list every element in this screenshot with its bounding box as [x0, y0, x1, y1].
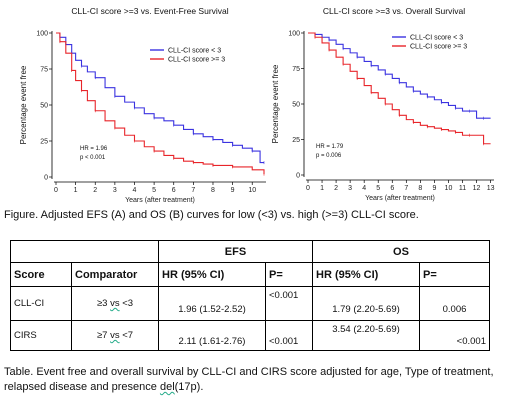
series-line-0 [56, 32, 264, 164]
header-score: Score [10, 262, 72, 287]
x-axis-label: Years (after treatment) [365, 195, 435, 202]
x-tick-label: 7 [404, 185, 408, 192]
cell-comparator: ≥7 vs <7 [71, 320, 159, 351]
cell-efs-p: <0.001 [265, 286, 313, 321]
os-chart-svg: CLL-CI score >=3 vs. Overall Survival025… [272, 6, 495, 202]
x-axis-label: Years (after treatment) [125, 197, 195, 204]
comparator-b: <3 [119, 298, 134, 309]
os-chart: CLL-CI score >=3 vs. Overall Survival 0 25… [272, 0, 506, 205]
table-header-row: Score Comparator HR (95% CI) P= HR (95% … [10, 262, 490, 287]
x-tick-label: 3 [113, 187, 117, 194]
hr-annotation: HR = 1.79 [316, 144, 344, 150]
x-tick-label: 0 [306, 185, 310, 192]
comparator-vs: vs [110, 330, 120, 341]
cell-efs-hr: 2.11 (1.61-2.76) [158, 320, 266, 351]
chart-title: CLL-CI score >=3 vs. Overall Survival [323, 6, 465, 16]
hr-annotation: HR = 1.96 [80, 146, 108, 152]
table-group-header-row: EFS OS [10, 240, 490, 263]
efs-chart: CLL-CI score >=3 vs. Event-Free Survival… [0, 0, 270, 205]
series-line-0 [308, 32, 491, 119]
hr-annotation: p < 0.001 [80, 155, 106, 161]
efs-group-header: EFS [158, 240, 313, 263]
x-tick-label: 12 [473, 185, 481, 192]
table-caption-del: del [159, 381, 175, 393]
cell-os-p: <0.001 [419, 320, 490, 351]
series-line-1 [308, 32, 491, 145]
results-table: EFS OS Score Comparator HR (95% CI) P= H… [10, 240, 490, 351]
cell-score: CIRS [10, 320, 72, 351]
hr-annotation: p = 0.006 [316, 153, 342, 159]
comparator-a: ≥3 [96, 298, 111, 309]
os-group-header: OS [312, 240, 490, 263]
cell-score: CLL-CI [10, 286, 72, 321]
cell-os-p: 0.006 [419, 286, 490, 321]
cell-efs-p: <0.001 [265, 320, 313, 351]
y-tick-label: 25 [292, 137, 300, 144]
header-os-hr: HR (95% CI) [312, 262, 420, 287]
x-tick-label: 5 [152, 187, 156, 194]
y-tick-label: 25 [40, 139, 48, 146]
cell-os-hr: 1.79 (2.20-5.69) [312, 286, 420, 321]
comparator-vs: vs [110, 298, 120, 309]
x-tick-label: 8 [211, 187, 215, 194]
x-tick-label: 2 [334, 185, 338, 192]
x-tick-label: 0 [54, 187, 58, 194]
x-tick-label: 6 [172, 187, 176, 194]
x-tick-label: 3 [348, 185, 352, 192]
x-tick-label: 10 [248, 187, 256, 194]
x-tick-label: 9 [432, 185, 436, 192]
table-caption-end: (17p). [174, 381, 204, 393]
cell-efs-hr: 1.96 (1.52-2.52) [158, 286, 266, 321]
x-tick-label: 5 [376, 185, 380, 192]
y-tick-label: 100 [288, 31, 300, 38]
x-tick-label: 6 [390, 185, 394, 192]
header-efs-hr: HR (95% CI) [158, 262, 266, 287]
comparator-a: ≥7 [96, 330, 111, 341]
x-tick-label: 8 [418, 185, 422, 192]
comparator-b: <7 [119, 330, 134, 341]
cell-comparator: ≥3 vs <3 [71, 286, 159, 321]
y-axis-label: Percentage event free [19, 65, 28, 144]
header-os-p: P= [419, 262, 490, 287]
header-efs-p: P= [265, 262, 313, 287]
x-tick-label: 1 [320, 185, 324, 192]
x-tick-label: 13 [487, 185, 495, 192]
table-caption-text: Table. Event free and overall survival b… [4, 366, 494, 393]
figure-caption: Figure. Adjusted EFS (A) and OS (B) curv… [4, 209, 419, 221]
y-tick-label: 75 [40, 67, 48, 74]
x-tick-label: 4 [133, 187, 137, 194]
table-row: CIRS ≥7 vs <7 2.11 (1.61-2.76) <0.001 3.… [10, 320, 490, 351]
legend-label: CLL-CI score < 3 [168, 48, 221, 55]
table-caption: Table. Event free and overall survival b… [4, 365, 504, 395]
y-tick-label: 0 [296, 173, 300, 180]
table-row: CLL-CI ≥3 vs <3 1.96 (1.52-2.52) <0.001 … [10, 286, 490, 321]
y-tick-label: 50 [40, 103, 48, 110]
legend-label: CLL-CI score >= 3 [168, 57, 225, 64]
x-tick-label: 10 [445, 185, 453, 192]
x-tick-label: 2 [93, 187, 97, 194]
x-tick-label: 1 [74, 187, 78, 194]
y-tick-label: 100 [36, 31, 48, 38]
legend-label: CLL-CI score >= 3 [410, 44, 467, 51]
series-line-1 [56, 32, 265, 175]
legend-label: CLL-CI score < 3 [410, 35, 463, 42]
y-tick-label: 0 [44, 175, 48, 182]
chart-title: CLL-CI score >=3 vs. Event-Free Survival [71, 6, 228, 16]
header-comparator: Comparator [71, 262, 159, 287]
table-empty-corner [10, 240, 159, 263]
x-tick-label: 11 [459, 185, 466, 192]
cell-os-hr: 3.54 (2.20-5.69) [312, 320, 420, 351]
y-tick-label: 50 [292, 102, 300, 109]
efs-chart-svg: CLL-CI score >=3 vs. Event-Free Survival… [19, 6, 266, 204]
x-tick-label: 7 [191, 187, 195, 194]
x-tick-label: 4 [362, 185, 366, 192]
x-tick-label: 9 [231, 187, 235, 194]
y-tick-label: 75 [292, 66, 300, 73]
y-axis-label: Percentage event free [272, 64, 280, 143]
